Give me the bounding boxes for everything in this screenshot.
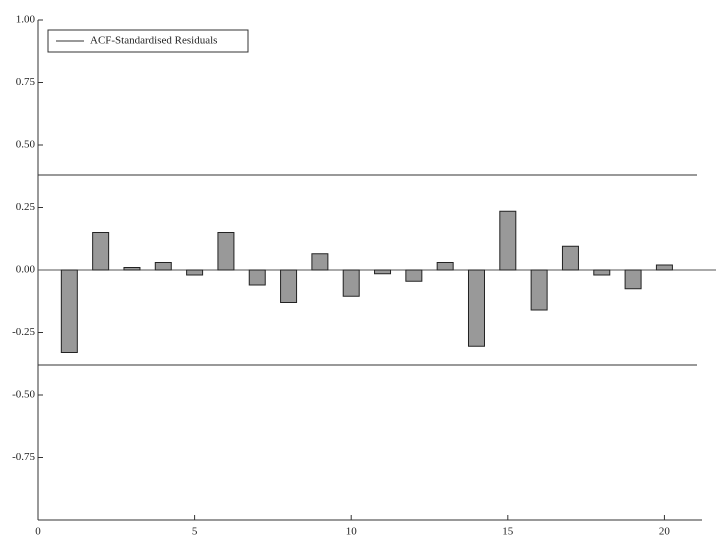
bar xyxy=(593,269,611,276)
y-tick-label: 0.50 xyxy=(16,139,36,151)
bar xyxy=(499,210,517,271)
y-tick-label: 0.00 xyxy=(16,264,36,276)
x-tick-label: 5 xyxy=(192,526,198,538)
legend-box xyxy=(47,29,249,53)
x-tick-label: 15 xyxy=(502,526,514,538)
bar xyxy=(311,253,329,271)
x-tick-label: 0 xyxy=(35,526,41,538)
legend-label: ACF-Standardised Residuals xyxy=(90,35,217,47)
bar xyxy=(154,262,172,271)
y-tick-label: -0.25 xyxy=(12,326,35,338)
bar xyxy=(467,269,485,347)
bar xyxy=(60,269,78,353)
bar xyxy=(655,264,673,271)
y-tick-label: 1.00 xyxy=(16,14,36,26)
y-tick-label: -0.75 xyxy=(12,451,35,463)
bar xyxy=(280,269,298,303)
bar xyxy=(248,269,266,286)
bar xyxy=(624,269,642,290)
bar xyxy=(342,269,360,297)
bar xyxy=(405,269,423,282)
y-tick-label: 0.75 xyxy=(16,76,36,88)
bar xyxy=(92,232,110,271)
bar xyxy=(561,245,579,271)
x-tick-label: 10 xyxy=(346,526,358,538)
y-tick-label: 0.25 xyxy=(16,201,36,213)
bar xyxy=(374,269,392,275)
y-tick-label: -0.50 xyxy=(12,389,35,401)
bar xyxy=(186,269,204,276)
bar xyxy=(217,232,235,271)
x-tick-label: 20 xyxy=(659,526,671,538)
bar xyxy=(530,269,548,311)
bar xyxy=(436,262,454,271)
bar xyxy=(123,267,141,271)
